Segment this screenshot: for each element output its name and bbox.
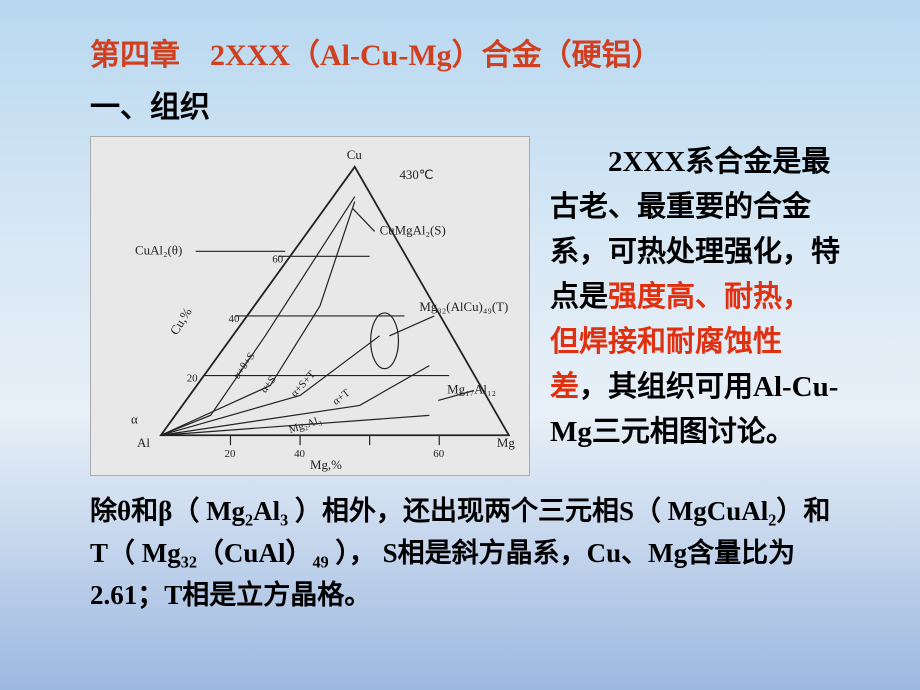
chapter-title: 第四章 2XXX（Al-Cu-Mg）合金（硬铝） — [90, 30, 840, 74]
alpha-label: α — [131, 411, 138, 426]
content-row: Cu Al Mg 430℃ CuAl₂(θ) CuMgAl₂(S) Mg₃₂(A… — [90, 136, 840, 476]
side-paragraph: 2XXX系合金是最古老、最重要的合金系，可热处理强化，特点是强度高、耐热，但焊接… — [550, 136, 840, 476]
section-subtitle: 一、组织 — [90, 82, 840, 126]
vertex-mg-label: Mg — [497, 435, 515, 450]
left-axis-label: Cu,% — [167, 305, 195, 338]
vertex-cu-label: Cu — [347, 147, 363, 162]
bottom-tick-20: 20 — [225, 448, 236, 460]
ext-label-cual2: CuAl₂(θ) — [135, 242, 182, 257]
region-a-t: α+T — [330, 387, 352, 408]
vertex-al-label: Al — [137, 435, 150, 450]
region-mg2al3: Mg₂Al₃ — [287, 414, 323, 436]
left-tick-40: 40 — [228, 313, 239, 325]
side-text-part2: ，其组织可用Al-Cu-Mg三元相图讨论。 — [550, 371, 838, 448]
region-a-theta-s: α+θ+S — [231, 350, 258, 381]
left-tick-20: 20 — [187, 373, 198, 385]
ternary-phase-diagram: Cu Al Mg 430℃ CuAl₂(θ) CuMgAl₂(S) Mg₃₂(A… — [90, 136, 530, 476]
ext-label-mg17: Mg₁₇Al₁₂ — [447, 381, 496, 396]
bottom-tick-40: 40 — [294, 448, 305, 460]
region-a-s-t: α+S+T — [288, 368, 318, 399]
ext-label-cumgal2: CuMgAl₂(S) — [380, 222, 446, 237]
bottom-axis-label: Mg,% — [310, 457, 342, 472]
bottom-paragraph: 除θ和β（ Mg₂Al₃ ）相外，还出现两个三元相S（ MgCuAl₂）和T（ … — [90, 491, 840, 617]
phase-diagram-container: Cu Al Mg 430℃ CuAl₂(θ) CuMgAl₂(S) Mg₃₂(A… — [90, 136, 530, 476]
bottom-tick-60: 60 — [433, 448, 444, 460]
temperature-label: 430℃ — [399, 167, 433, 182]
left-tick-60: 60 — [272, 253, 283, 265]
ext-label-mg32: Mg₃₂(AlCu)₄₉(T) — [419, 299, 508, 314]
